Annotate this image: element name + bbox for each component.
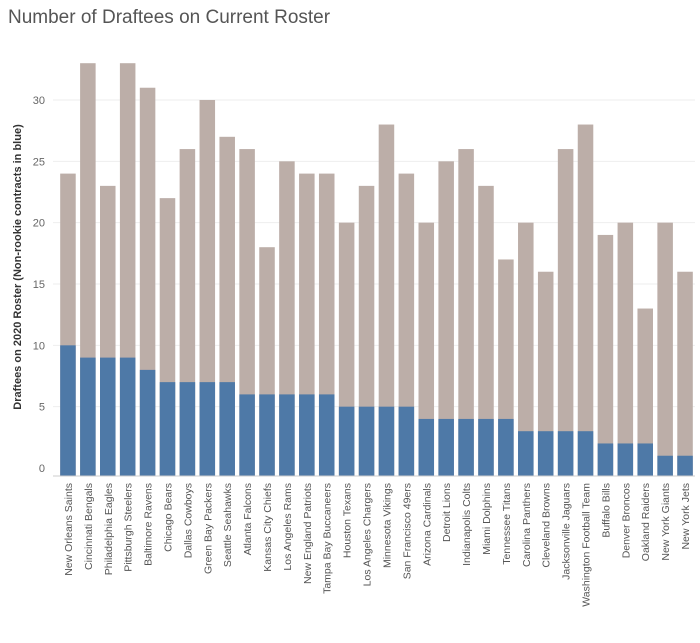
bar-non-rookie-4	[139, 369, 156, 476]
x-tick-label-8: Seattle Seahawks	[222, 483, 234, 567]
bar-total-28	[617, 222, 634, 476]
bar-non-rookie-20	[458, 418, 474, 476]
bar-total-27	[597, 234, 614, 476]
x-tick-label-3: Pittsburgh Steelers	[123, 483, 135, 572]
bar-non-rookie-16	[378, 406, 395, 476]
bar-total-7	[199, 100, 216, 476]
bar-non-rookie-9	[239, 394, 255, 476]
bar-non-rookie-12	[299, 394, 315, 476]
x-tick-label-23: Carolina Panthers	[521, 483, 533, 567]
bar-non-rookie-23	[518, 431, 534, 476]
y-axis-title: Draftees on 2020 Roster (Non-rookie cont…	[12, 124, 24, 410]
x-tick-label-22: Tennessee Titans	[501, 483, 513, 565]
x-tick-label-24: Cleveland Browns	[541, 483, 553, 568]
x-tick-label-11: Los Angeles Rams	[282, 483, 294, 571]
bar-total-19	[438, 161, 454, 477]
x-tick-label-30: New York Giants	[660, 483, 672, 561]
bar-non-rookie-14	[338, 406, 355, 476]
y-tick-label-0: 0	[39, 463, 45, 475]
bar-non-rookie-30	[657, 455, 673, 476]
x-tick-label-29: Oakland Raiders	[640, 483, 652, 561]
x-tick-label-7: Green Bay Packers	[202, 483, 214, 574]
bar-non-rookie-26	[577, 431, 594, 476]
x-tick-label-27: Buffalo Bills	[600, 483, 612, 538]
bar-non-rookie-17	[398, 406, 415, 476]
x-tick-label-1: Cincinnati Bengals	[83, 483, 95, 570]
bar-total-15	[358, 185, 375, 476]
y-tick-label-5: 5	[39, 402, 45, 414]
bar-non-rookie-7	[199, 382, 216, 476]
y-tick-label-10: 10	[33, 340, 45, 352]
bar-total-9	[239, 149, 255, 477]
bar-total-25	[557, 149, 574, 477]
x-tick-label-28: Denver Broncos	[620, 483, 632, 558]
bar-total-26	[577, 124, 594, 477]
x-tick-label-9: Atlanta Falcons	[242, 483, 254, 555]
bar-non-rookie-28	[617, 443, 634, 476]
x-tick-label-15: Los Angeles Chargers	[362, 483, 374, 586]
bar-non-rookie-5	[159, 382, 176, 476]
x-tick-label-13: Tampa Bay Buccaneers	[322, 483, 334, 594]
bar-non-rookie-29	[637, 443, 653, 476]
x-tick-label-21: Miami Dolphins	[481, 483, 493, 555]
bar-total-17	[398, 173, 415, 476]
bar-non-rookie-3	[119, 357, 136, 476]
bar-non-rookie-22	[498, 418, 514, 476]
x-tick-label-0: New Orleans Saints	[63, 483, 75, 576]
bar-non-rookie-19	[438, 418, 454, 476]
x-tick-label-5: Chicago Bears	[162, 483, 174, 552]
x-tick-label-20: Indianapolis Colts	[461, 483, 473, 566]
bar-non-rookie-6	[179, 382, 196, 476]
x-tick-label-25: Jacksonville Jaguars	[561, 483, 573, 580]
x-tick-label-31: New York Jets	[680, 483, 692, 550]
chart-title: Number of Draftees on Current Roster	[8, 7, 331, 28]
x-tick-label-16: Minnesota Vikings	[381, 483, 393, 568]
y-tick-label-30: 30	[33, 95, 45, 107]
bar-total-30	[657, 222, 673, 476]
bar-non-rookie-1	[80, 357, 96, 476]
bar-non-rookie-24	[537, 431, 554, 476]
bar-non-rookie-31	[677, 455, 693, 476]
bar-non-rookie-15	[358, 406, 375, 476]
bar-non-rookie-8	[219, 382, 235, 476]
y-tick-label-20: 20	[33, 218, 45, 230]
x-tick-label-17: San Francisco 49ers	[401, 483, 413, 579]
x-tick-label-10: Kansas City Chiefs	[262, 483, 274, 572]
y-tick-label-25: 25	[33, 156, 45, 168]
bar-total-21	[478, 185, 494, 476]
x-tick-label-18: Arizona Cardinals	[421, 483, 433, 566]
bar-non-rookie-25	[557, 431, 574, 476]
x-tick-label-2: Philadelphia Eagles	[103, 483, 115, 575]
bar-non-rookie-11	[279, 394, 295, 476]
bar-non-rookie-18	[418, 418, 435, 476]
bar-non-rookie-13	[318, 394, 335, 476]
bar-non-rookie-0	[60, 345, 76, 476]
y-tick-label-15: 15	[33, 279, 45, 291]
bar-total-23	[518, 222, 534, 476]
x-tick-label-12: New England Patriots	[302, 483, 314, 584]
bar-total-20	[458, 149, 474, 477]
bar-non-rookie-10	[259, 394, 275, 476]
bar-total-24	[537, 271, 554, 476]
bar-non-rookie-2	[100, 357, 116, 476]
bar-total-29	[637, 308, 653, 476]
x-tick-label-26: Washington Football Team	[581, 483, 593, 607]
x-tick-label-14: Houston Texans	[342, 483, 354, 558]
bar-non-rookie-27	[597, 443, 614, 476]
bar-total-31	[677, 271, 693, 476]
bar-non-rookie-21	[478, 418, 494, 476]
bar-total-16	[378, 124, 395, 477]
bar-total-18	[418, 222, 435, 476]
x-tick-label-6: Dallas Cowboys	[182, 483, 194, 558]
x-tick-label-19: Detroit Lions	[441, 483, 453, 542]
x-tick-label-4: Baltimore Ravens	[143, 483, 155, 566]
